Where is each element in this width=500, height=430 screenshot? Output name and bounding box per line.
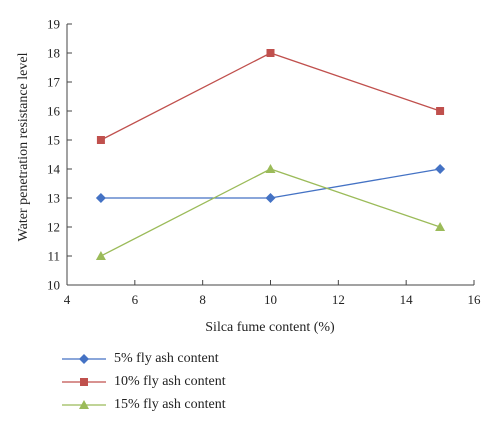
data-point-diamond: [435, 164, 446, 174]
data-point-triangle: [265, 164, 276, 173]
legend-label: 10% fly ash content: [114, 373, 226, 389]
y-tick-label: 11: [47, 249, 60, 264]
legend-swatch-diamond-icon: [62, 353, 106, 364]
data-point-diamond: [95, 193, 106, 203]
y-tick-label: 14: [47, 162, 61, 177]
legend-label: 5% fly ash content: [114, 350, 219, 366]
legend-item-10pct: 10% fly ash content: [62, 370, 226, 393]
y-tick-label: 17: [47, 75, 61, 90]
x-tick-label: 14: [400, 292, 414, 307]
x-tick-label: 6: [132, 292, 139, 307]
series-line-1: [100, 52, 441, 141]
y-axis-title: Water penetration resistance level: [16, 52, 31, 241]
y-tick-label: 13: [47, 191, 60, 206]
axes: [66, 23, 475, 286]
legend: 5% fly ash content 10% fly ash content 1…: [62, 347, 226, 416]
legend-label: 15% fly ash content: [114, 396, 226, 412]
x-tick-label: 12: [332, 292, 345, 307]
data-point-triangle: [435, 222, 446, 231]
y-tick-label: 18: [47, 46, 60, 61]
x-tick-label: 4: [64, 292, 71, 307]
data-point-square: [266, 49, 275, 57]
series-line-2: [100, 168, 441, 257]
y-tick-label: 19: [47, 17, 60, 32]
data-point-square: [96, 136, 105, 144]
data-point-square: [436, 107, 445, 115]
y-tick-label: 16: [47, 104, 61, 119]
legend-marker: [80, 377, 88, 386]
legend-swatch-square-icon: [62, 377, 106, 386]
x-tick-label: 10: [264, 292, 277, 307]
x-axis-title: Silca fume content (%): [205, 320, 335, 335]
y-tick-label: 10: [47, 278, 60, 293]
y-tick-label: 15: [47, 133, 60, 148]
data-point-triangle: [95, 251, 106, 260]
legend-marker: [79, 399, 89, 409]
series-lines: [95, 49, 446, 260]
x-tick-label: 16: [468, 292, 482, 307]
tick-labels: 10 11 12 13 14 15 16 17 18 19 4 6 8 10 12 14 16: [47, 17, 481, 308]
line-chart: 10 11 12 13 14 15 16 17 18 19 4 6 8 10 12 14 16 Silca fu…: [16, 17, 481, 336]
legend-item-5pct: 5% fly ash content: [62, 347, 226, 370]
legend-swatch-triangle-icon: [62, 399, 106, 409]
y-tick-label: 12: [47, 220, 60, 235]
data-point-diamond: [265, 193, 276, 203]
x-tick-label: 8: [199, 292, 206, 307]
legend-marker: [79, 353, 89, 364]
legend-item-15pct: 15% fly ash content: [62, 393, 226, 416]
